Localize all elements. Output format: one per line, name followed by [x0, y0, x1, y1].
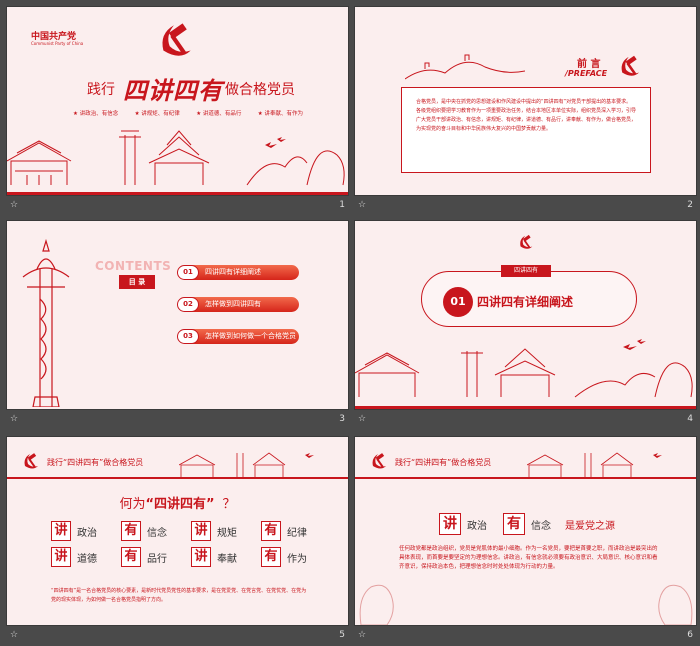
toc-item-2[interactable]: 怎样做到四讲四有	[183, 297, 299, 312]
question: 何为“四讲四有”？	[119, 497, 236, 512]
hammer-sickle-icon	[162, 23, 191, 56]
bottom-line	[7, 192, 348, 195]
keyword-5: 讲道德	[51, 547, 97, 567]
star-icon: ☆	[358, 630, 367, 640]
bullet-2: ★ 讲规矩、有纪律	[134, 111, 180, 117]
bottom-line	[355, 406, 696, 409]
hammer-sickle-icon	[24, 453, 38, 469]
caption-2: ☆ 2	[354, 198, 697, 214]
bullet-list: ★ 讲政治、有信念 ★ 讲规矩、有纪律 ★ 讲道德、有品行 ★ 讲奉献、有作为	[73, 109, 303, 117]
preface-subtitle: /PREFACE	[565, 69, 608, 78]
preface-title: 前 言	[577, 59, 601, 70]
bullet-3: ★ 讲道德、有品行	[196, 111, 242, 117]
slide-number-1: 1	[339, 200, 345, 210]
star-icon: ☆	[10, 200, 19, 210]
keyword-3: 讲规矩	[191, 521, 237, 541]
slide-number-3: 3	[339, 414, 345, 424]
section-title: 四讲四有详细阐述	[477, 295, 574, 309]
contents-heading: CONTENTS	[95, 259, 172, 273]
toc-number-1: 01	[177, 265, 199, 280]
slide-thumbnail-4[interactable]: 四讲四有 01 四讲四有详细阐述	[354, 220, 697, 410]
header-line	[355, 477, 696, 479]
toc-item-1[interactable]: 四讲四有详细阐述	[183, 265, 299, 280]
keyword-row-1: 讲政治 有信念 讲规矩 有纪律	[51, 521, 307, 541]
toc-number-2: 02	[177, 297, 199, 312]
caption-5: ☆ 5	[6, 628, 349, 644]
slide-number-4: 4	[687, 414, 693, 424]
keyword-7: 讲奉献	[191, 547, 237, 567]
slide-thumbnail-2[interactable]: 前 言 /PREFACE 合格党员，是中央在抓党的思想建设和作风建设中提出的“四…	[354, 6, 697, 196]
star-icon: ☆	[10, 414, 19, 424]
hammer-sickle-icon	[520, 234, 533, 249]
section-tag: 四讲四有	[501, 265, 551, 277]
star-icon: ☆	[358, 414, 367, 424]
hammer-sickle-icon	[621, 55, 640, 76]
title-left: 践行	[87, 82, 115, 98]
bullet-1: ★ 讲政治、有信念	[73, 111, 119, 117]
title-main: 四讲四有	[123, 77, 223, 105]
huabiao-pillar-icon	[22, 238, 70, 407]
heading-row: 讲 政治 有 信念 是爱党之源	[439, 513, 615, 535]
star-icon: ☆	[358, 200, 367, 210]
bullet-4: ★ 讲奉献、有作为	[257, 111, 303, 117]
toc-number-3: 03	[177, 329, 199, 344]
section-frame	[421, 271, 637, 327]
caption-3: ☆ 3	[6, 412, 349, 428]
toc-item-3[interactable]: 怎样做到如何做一个合格党员	[183, 329, 299, 344]
star-icon: ☆	[10, 630, 19, 640]
footnote: “四讲四有”是一名合格党员的核心要素，是新时代党员党性的基本要求，是在党爱党、在…	[51, 588, 307, 603]
title-right: 做合格党员	[225, 82, 295, 98]
slide-thumbnail-3[interactable]: CONTENTS 目 录 四讲四有详细阐述 01 怎样做到四讲四有 02 怎样做…	[6, 220, 349, 410]
slide-thumbnail-1[interactable]: 中国共产党 Communist Party of China 践行 四讲四有 做…	[6, 6, 349, 196]
caption-1: ☆ 1	[6, 198, 349, 214]
lion-statue-left	[359, 584, 394, 625]
hammer-sickle-icon	[372, 453, 386, 469]
keyword-1: 讲政治	[51, 521, 97, 541]
header-skyline	[527, 452, 662, 477]
landmark-skyline	[7, 130, 345, 186]
contents-label: 目 录	[119, 275, 155, 289]
slide-thumbnail-5[interactable]: 践行“四讲四有”做合格党员 何为“四讲四有”？ 讲政治 有信念 讲规矩 有纪律 …	[6, 436, 349, 626]
keyword-row-2: 讲道德 有品行 讲奉献 有作为	[51, 547, 307, 567]
slide-number-2: 2	[687, 200, 693, 210]
slide-number-6: 6	[687, 630, 693, 640]
caption-4: ☆ 4	[354, 412, 697, 428]
keyword-8: 有作为	[261, 547, 307, 567]
org-name: 中国共产党	[31, 32, 77, 42]
section-number: 01	[443, 287, 473, 317]
org-name-en: Communist Party of China	[31, 41, 84, 46]
body-text: 任何政党都是政治组织，党员是党肌体的最小细胞。作为一名党员，要把是首要之职，而讲…	[399, 546, 658, 570]
header-skyline	[179, 452, 314, 477]
header-line	[7, 477, 348, 479]
preface-box: 合格党员，是中央在抓党的思想建设和作风建设中提出的“四讲四有”对党员干部提出的基…	[401, 87, 651, 173]
keyword-4: 有纪律	[261, 521, 307, 541]
great-wall-icon	[405, 54, 525, 80]
keyword-6: 有品行	[121, 547, 167, 567]
keyword-2: 有信念	[121, 521, 167, 541]
slide-header: 践行“四讲四有”做合格党员	[395, 458, 492, 467]
slide-number-5: 5	[339, 630, 345, 640]
preface-body: 合格党员，是中央在抓党的思想建设和作风建设中提出的“四讲四有”对党员干部提出的基…	[416, 99, 637, 132]
slide-header: 践行“四讲四有”做合格党员	[47, 458, 144, 467]
landmark-skyline	[355, 339, 693, 398]
lion-statue-right	[658, 584, 693, 625]
caption-6: ☆ 6	[354, 628, 697, 644]
keyword-grid: 讲政治 有信念 讲规矩 有纪律 讲道德 有品行 讲奉献 有作为	[51, 521, 307, 567]
slide-thumbnail-6[interactable]: 践行“四讲四有”做合格党员 讲 政治 有 信念 是爱党之源 任何政党都是政治组织…	[354, 436, 697, 626]
